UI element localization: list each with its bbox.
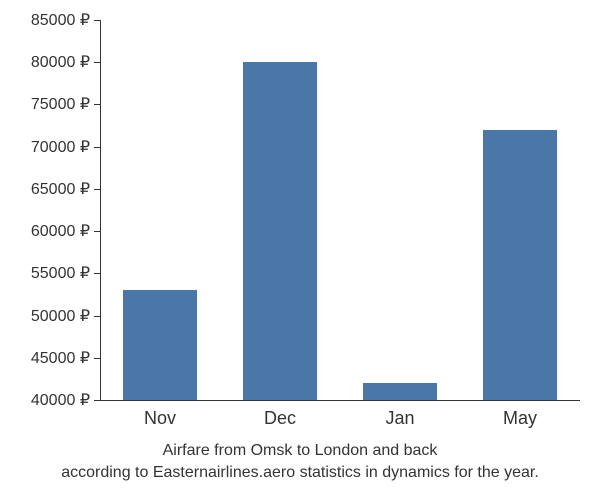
y-tick-label: 50000 ₽ bbox=[10, 306, 90, 326]
y-tick-mark bbox=[94, 358, 100, 359]
bar bbox=[123, 290, 197, 400]
y-tick-mark bbox=[94, 20, 100, 21]
bar bbox=[243, 62, 317, 400]
y-tick-label: 45000 ₽ bbox=[10, 348, 90, 368]
bar bbox=[363, 383, 437, 400]
airfare-bar-chart: 40000 ₽ 45000 ₽ 50000 ₽ 55000 ₽ 60000 ₽ 65000… bbox=[0, 0, 600, 500]
y-tick-label: 75000 ₽ bbox=[10, 94, 90, 114]
y-tick-label: 70000 ₽ bbox=[10, 137, 90, 157]
caption-line-1: Airfare from Omsk to London and back bbox=[163, 442, 438, 459]
x-axis-line bbox=[100, 400, 580, 401]
y-tick-label: 65000 ₽ bbox=[10, 179, 90, 199]
y-tick-mark bbox=[94, 231, 100, 232]
y-tick-mark bbox=[94, 400, 100, 401]
y-tick-mark bbox=[94, 147, 100, 148]
y-tick-label: 80000 ₽ bbox=[10, 52, 90, 72]
y-tick-mark bbox=[94, 62, 100, 63]
y-tick-label: 40000 ₽ bbox=[10, 390, 90, 410]
chart-caption: Airfare from Omsk to London and back acc… bbox=[0, 440, 600, 483]
y-tick-mark bbox=[94, 104, 100, 105]
x-tick-label: Nov bbox=[144, 408, 176, 429]
x-tick-label: May bbox=[503, 408, 537, 429]
y-tick-mark bbox=[94, 316, 100, 317]
x-tick-label: Jan bbox=[385, 408, 414, 429]
y-tick-label: 85000 ₽ bbox=[10, 10, 90, 30]
bar bbox=[483, 130, 557, 400]
y-tick-mark bbox=[94, 189, 100, 190]
x-tick-label: Dec bbox=[264, 408, 296, 429]
caption-line-2: according to Easternairlines.aero statis… bbox=[61, 464, 539, 481]
y-tick-label: 60000 ₽ bbox=[10, 221, 90, 241]
y-tick-label: 55000 ₽ bbox=[10, 263, 90, 283]
plot-area bbox=[100, 20, 580, 400]
y-tick-mark bbox=[94, 273, 100, 274]
